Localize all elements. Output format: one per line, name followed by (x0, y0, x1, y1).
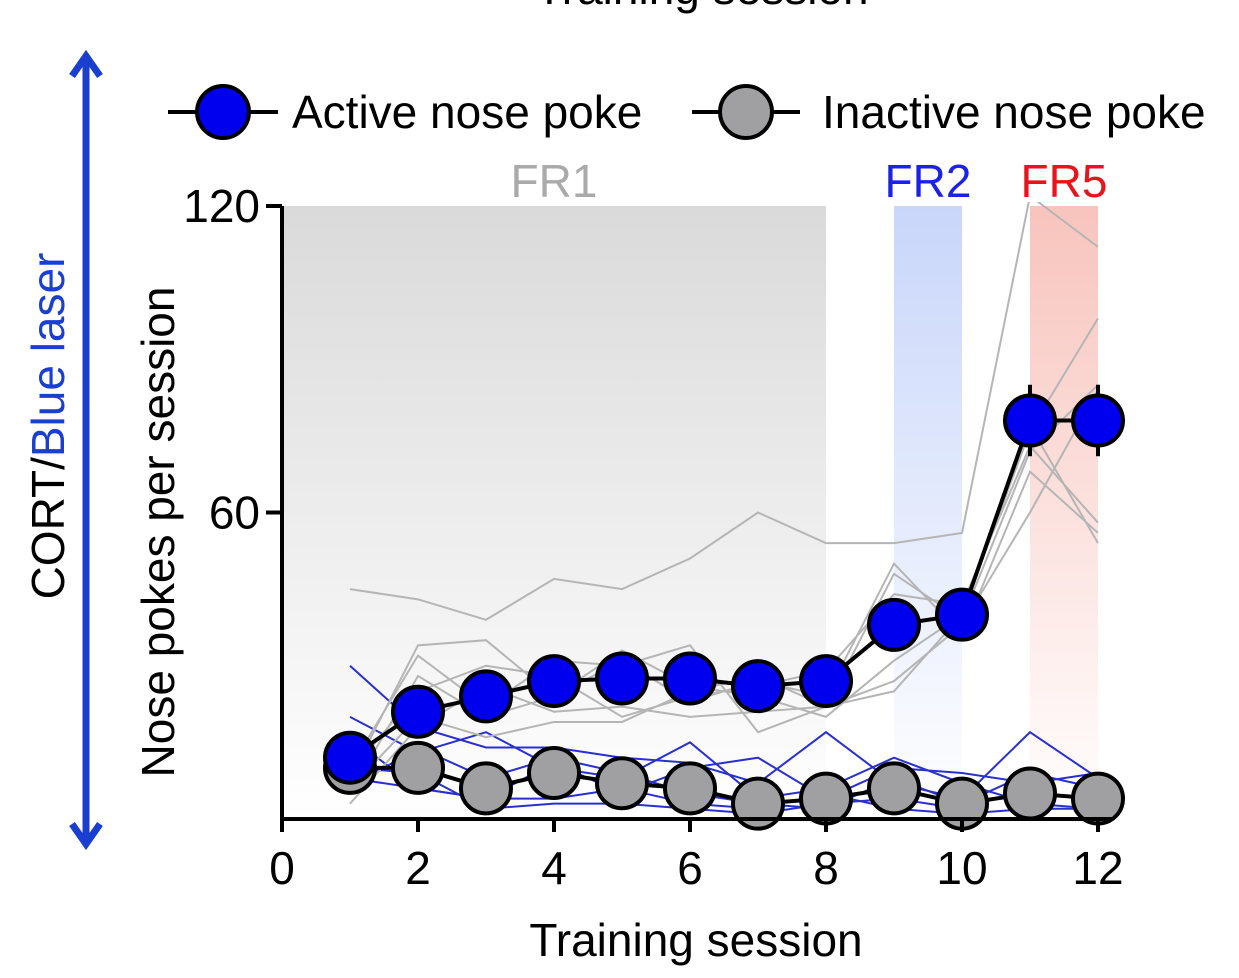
active-mean-point (527, 654, 581, 709)
side-label-cort: CORT/ (22, 457, 74, 599)
phase-bands: FR1 FR2 FR5 (282, 155, 1107, 819)
mean-series (323, 384, 1125, 831)
active-mean-point (459, 669, 513, 724)
legend-inactive-marker (718, 84, 774, 140)
active-mean-point (595, 651, 649, 706)
x-tick-label: 2 (405, 842, 431, 894)
x-axis-label: Training session (529, 914, 862, 966)
inactive-mean-point (663, 761, 717, 816)
inactive-mean-point (459, 761, 513, 816)
inactive-mean-point (527, 746, 581, 801)
x-tick-label: 10 (936, 842, 987, 894)
active-mean-point (1003, 393, 1057, 448)
phase-band-fr1 (282, 206, 826, 819)
active-mean-point (663, 651, 717, 706)
inactive-mean-point (867, 761, 921, 816)
inactive-mean-point (1003, 766, 1057, 821)
phase-label-fr2: FR2 (885, 155, 972, 207)
arrow-up-icon (69, 49, 103, 79)
x-tick-label: 6 (677, 842, 703, 894)
legend-active-label: Active nose poke (292, 86, 642, 138)
y-tick-label: 120 (183, 180, 260, 232)
inactive-mean-point (595, 756, 649, 811)
active-mean-point (867, 597, 921, 652)
side-label: CORT/Blue laser (22, 253, 74, 600)
y-axis-label: Nose pokes per session (132, 287, 184, 778)
legend-active-marker (195, 84, 251, 140)
legend-item-inactive: Inactive nose poke (692, 84, 1206, 140)
x-tick-label: 0 (269, 842, 295, 894)
axes: 0 2 4 6 8 10 12 60 120 (183, 180, 1123, 894)
active-individual-trace (349, 202, 1099, 621)
y-tick-label: 60 (209, 487, 260, 539)
cort-laser-indicator: CORT/Blue laser (22, 49, 103, 851)
top-cut-label: Training session (535, 0, 868, 14)
side-label-blue-laser: Blue laser (22, 253, 74, 458)
inactive-mean-point (799, 771, 853, 826)
inactive-mean-point (731, 776, 785, 831)
legend-inactive-label: Inactive nose poke (822, 86, 1206, 138)
arrow-down-icon (69, 821, 103, 851)
phase-band-fr5 (1030, 206, 1098, 819)
active-mean-point (731, 659, 785, 714)
x-tick-label: 4 (541, 842, 567, 894)
active-mean-point (323, 730, 377, 785)
inactive-mean-point (391, 740, 445, 795)
active-mean-point (935, 587, 989, 642)
phase-label-fr1: FR1 (511, 155, 598, 207)
phase-band-fr2 (894, 206, 962, 819)
active-mean-point (799, 654, 853, 709)
legend: Active nose poke Inactive nose poke (168, 84, 1206, 140)
phase-label-fr5: FR5 (1021, 155, 1108, 207)
inactive-mean-point (1071, 771, 1125, 826)
legend-item-active: Active nose poke (168, 84, 642, 140)
active-mean-point (391, 684, 445, 739)
x-tick-label: 8 (813, 842, 839, 894)
active-mean-point (1071, 393, 1125, 448)
x-tick-label: 12 (1072, 842, 1123, 894)
